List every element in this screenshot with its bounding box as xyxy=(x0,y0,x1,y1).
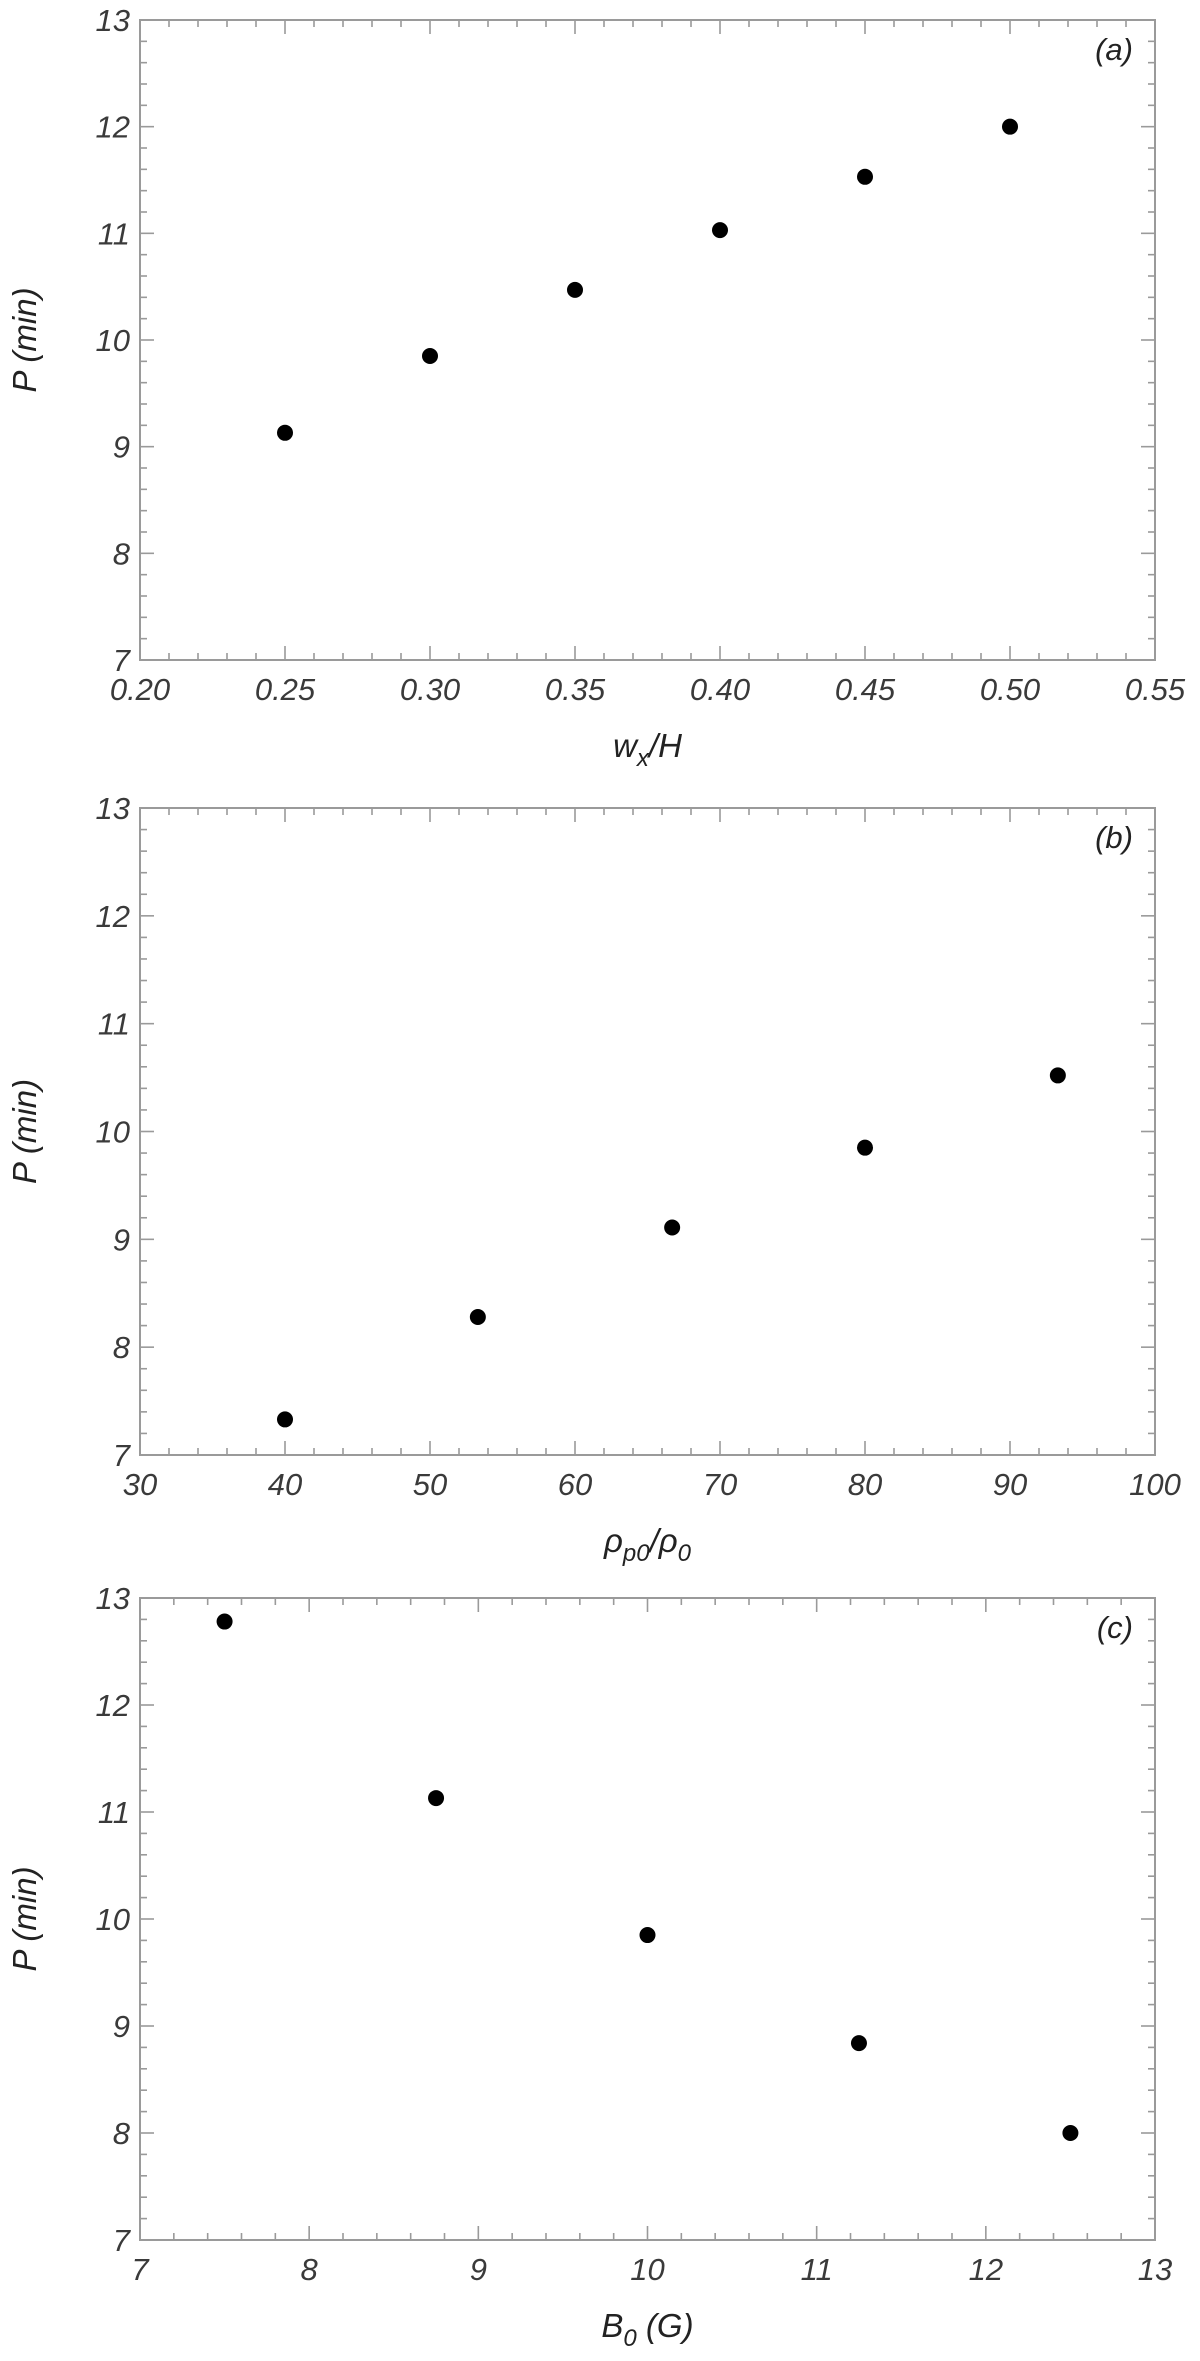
x-tick-label: 50 xyxy=(413,1467,447,1502)
data-point xyxy=(639,1927,656,1944)
y-tick-label: 10 xyxy=(96,323,130,358)
y-axis-title: P (min) xyxy=(6,287,43,392)
y-tick-label: 10 xyxy=(96,1115,130,1150)
x-axis-title-base: B xyxy=(601,2307,623,2344)
x-tick-label: 0.30 xyxy=(400,672,460,707)
x-axis-title-base: ρ xyxy=(603,1522,623,1559)
y-tick-label: 8 xyxy=(113,536,131,571)
x-axis-title-rest: (G) xyxy=(637,2307,694,2344)
data-point xyxy=(1062,2125,1079,2141)
y-tick-label: 8 xyxy=(113,2116,131,2151)
data-point xyxy=(1002,118,1018,135)
x-axis-title-rest: /H xyxy=(647,727,682,764)
x-tick-label: 0.40 xyxy=(690,672,750,707)
y-tick-label: 9 xyxy=(113,1222,130,1257)
x-tick-label: 10 xyxy=(630,2252,664,2287)
data-point xyxy=(857,1139,873,1156)
panel-label: (a) xyxy=(1095,32,1133,67)
x-tick-label: 40 xyxy=(268,1467,302,1502)
data-point xyxy=(850,2035,867,2052)
x-axis-title-subscript: x xyxy=(636,745,650,772)
x-tick-label: 0.45 xyxy=(835,672,896,707)
x-tick-label: 70 xyxy=(703,1467,737,1502)
y-tick-label: 7 xyxy=(113,1438,132,1473)
panel-label: (c) xyxy=(1097,1610,1133,1645)
plot-frame xyxy=(139,19,1156,661)
data-point xyxy=(277,424,293,441)
y-tick-label: 11 xyxy=(98,216,130,251)
x-tick-label: 30 xyxy=(123,1467,157,1502)
y-axis-title: P (min) xyxy=(6,1079,43,1184)
x-axis-title: B0 (G) xyxy=(601,2307,693,2352)
chart-panel: 30 40 50 60 70 80 90 100 7 8 9 10 11 12 13 P (min) ρp0/ρ… xyxy=(6,791,1181,1567)
chart-panel: 0.20 0.25 0.30 0.35 0.40 0.45 0.50 0.55 7 8 9 10 11 1… xyxy=(6,3,1186,772)
y-tick-label: 7 xyxy=(113,643,132,678)
y-tick-label: 11 xyxy=(98,1007,130,1042)
x-tick-label: 8 xyxy=(301,2252,319,2287)
x-axis-title-subscript: 0 xyxy=(678,1540,692,1567)
x-tick-label: 11 xyxy=(801,2252,833,2287)
x-tick-label: 80 xyxy=(848,1467,882,1502)
x-tick-label: 12 xyxy=(969,2252,1003,2287)
data-point xyxy=(216,1613,233,1630)
plot-frame xyxy=(139,1597,1156,2241)
x-tick-label: 60 xyxy=(558,1467,592,1502)
x-axis-title-subscript: p0 xyxy=(622,1540,650,1567)
x-axis-title-base: w xyxy=(613,727,639,764)
y-tick-label: 12 xyxy=(96,1688,130,1723)
x-tick-label: 0.20 xyxy=(110,672,170,707)
x-axis-title: wx/H xyxy=(613,727,682,772)
y-tick-label: 8 xyxy=(113,1330,131,1365)
data-point xyxy=(1049,1067,1066,1084)
y-tick-label: 12 xyxy=(96,899,130,934)
y-tick-label: 13 xyxy=(96,791,130,826)
y-tick-label: 11 xyxy=(98,1795,130,1830)
data-point xyxy=(469,1308,486,1325)
x-tick-label: 13 xyxy=(1138,2252,1172,2287)
data-point xyxy=(567,281,583,298)
x-tick-label: 0.35 xyxy=(545,672,606,707)
x-tick-label: 0.50 xyxy=(980,672,1040,707)
y-tick-label: 12 xyxy=(96,110,130,145)
x-tick-label: 0.55 xyxy=(1125,672,1186,707)
x-tick-label: 0.25 xyxy=(255,672,316,707)
y-tick-label: 7 xyxy=(113,2223,132,2258)
data-point xyxy=(428,1790,445,1807)
panel-label: (b) xyxy=(1095,820,1133,855)
x-axis-title: ρp0/ρ0 xyxy=(603,1522,692,1567)
plot-frame xyxy=(139,807,1156,1456)
y-tick-label: 13 xyxy=(96,1581,130,1616)
data-point xyxy=(277,1411,293,1428)
x-tick-label: 9 xyxy=(470,2252,487,2287)
x-axis-title-subscript: 0 xyxy=(623,2325,637,2352)
y-tick-label: 13 xyxy=(96,3,130,38)
y-tick-label: 10 xyxy=(96,1902,130,1937)
data-point xyxy=(712,222,728,239)
y-axis-title: P (min) xyxy=(6,1866,43,1971)
x-tick-label: 7 xyxy=(131,2252,150,2287)
y-tick-label: 9 xyxy=(113,2009,130,2044)
chart-panel: 7 8 9 10 11 12 13 7 8 9 10 11 12 13 P (min) B0 (G) (c) xyxy=(6,1581,1172,2352)
x-tick-label: 100 xyxy=(1129,1467,1181,1502)
y-tick-label: 9 xyxy=(113,430,130,465)
x-tick-label: 90 xyxy=(993,1467,1027,1502)
data-point xyxy=(857,168,873,185)
x-axis-title-rest: /ρ xyxy=(648,1522,678,1559)
data-point xyxy=(422,348,438,364)
data-point xyxy=(664,1219,681,1236)
